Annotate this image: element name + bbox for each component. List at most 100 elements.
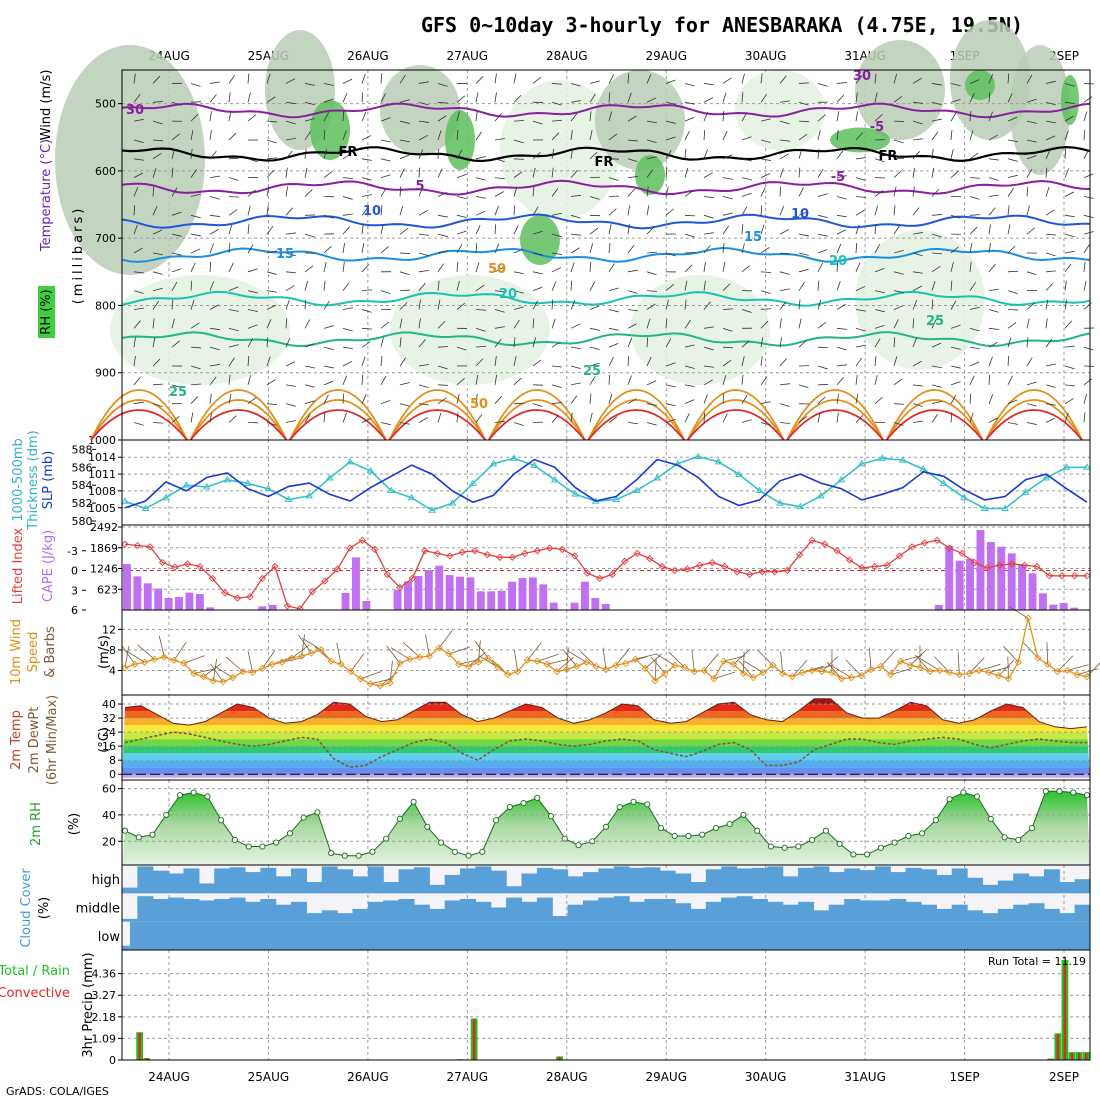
panel-background	[122, 950, 1090, 1060]
bottom-date-label: 1SEP	[950, 1070, 980, 1084]
wind-barb	[722, 77, 732, 84]
wind-barb	[931, 342, 942, 348]
y-tick-label: 1014	[88, 451, 116, 464]
wind-barb	[1007, 270, 1019, 273]
wind-barb	[912, 271, 923, 274]
cloud-cover-bar	[475, 901, 492, 922]
bl-isotherm-arc	[289, 409, 387, 441]
cloud-cover-bar	[905, 901, 922, 922]
temp-band	[122, 739, 1090, 747]
wind-barb	[190, 365, 201, 370]
bl-isotherm-arc	[587, 409, 685, 441]
bottom-date-label: 31AUG	[844, 1070, 886, 1084]
cape-bar	[934, 605, 943, 610]
wind-barb	[1045, 186, 1050, 197]
rh-point	[657, 825, 665, 832]
contour-label: 10	[363, 204, 381, 219]
wind-barb	[342, 361, 353, 367]
wind-barb	[475, 358, 484, 367]
wind-barb	[1064, 263, 1072, 273]
lifted-point	[621, 557, 629, 565]
wind-barb	[950, 300, 957, 310]
wind-barb	[817, 249, 828, 254]
contour-label: 10	[791, 207, 809, 222]
wind-barb	[684, 190, 694, 197]
wind-barb	[304, 413, 311, 423]
wind-barb	[551, 83, 562, 85]
wind-barb	[836, 243, 842, 254]
wind-barb	[741, 206, 748, 216]
contour-label: 30	[853, 69, 871, 84]
wind-barb	[285, 337, 291, 348]
wind-barb	[646, 403, 657, 406]
wind-barb	[418, 120, 429, 123]
wind-barb	[133, 139, 144, 144]
wind-barb	[1007, 399, 1018, 405]
wind-barb	[475, 414, 483, 423]
wind10-point	[631, 655, 640, 663]
wind-barb	[532, 286, 543, 292]
wind-barb	[361, 374, 364, 385]
wind10-barb	[868, 647, 872, 670]
wind10-point	[788, 672, 797, 681]
lifted-point	[721, 562, 729, 571]
wind10-barb	[635, 653, 657, 660]
wind-label: Wind (m/s)	[39, 70, 54, 141]
wind10-barb	[757, 649, 774, 666]
cloud-cover-bar	[306, 882, 323, 894]
wind-barb	[418, 339, 426, 348]
isotherm-line	[121, 331, 1091, 348]
wind10-point	[248, 668, 257, 677]
wind-barb	[304, 131, 311, 141]
wind-barb	[893, 170, 902, 178]
wind-barb	[418, 149, 424, 159]
wind-barb	[133, 172, 144, 178]
wind-barb	[475, 309, 487, 311]
wind-barb	[570, 300, 576, 310]
wind10-point	[209, 677, 217, 685]
wind10-point	[602, 665, 610, 674]
wind-barb	[399, 337, 402, 348]
cloud-cover-bar	[890, 899, 907, 922]
wind10-point	[514, 667, 522, 676]
wind-barb	[836, 150, 844, 160]
wind10-barb	[957, 652, 960, 675]
wind10-barb	[214, 665, 234, 678]
wind-barb	[228, 177, 239, 181]
bl-isotherm-arc	[388, 399, 487, 441]
wind-barb	[684, 299, 687, 310]
wind-barb	[703, 301, 711, 310]
lifted-point	[1083, 572, 1091, 580]
lifted-point	[433, 549, 441, 558]
wind-barb	[627, 375, 632, 385]
wind-barb	[209, 94, 217, 103]
wind-barb	[190, 346, 202, 349]
rh-shading	[635, 155, 665, 195]
wind-barb	[722, 308, 734, 310]
wind-barb	[817, 396, 826, 404]
wind-barb	[570, 100, 581, 103]
wind-barb	[323, 214, 334, 219]
temp-label-4: (°C)	[97, 727, 112, 753]
wind-barb	[532, 337, 537, 348]
wind-barb	[608, 224, 612, 235]
thickness-point	[1062, 463, 1071, 470]
wind-barb	[760, 224, 765, 235]
wind10-barb	[537, 653, 559, 662]
y-tick-label: 8	[109, 644, 116, 657]
cloud-cover-bar	[183, 868, 200, 894]
wind-barb	[608, 208, 617, 216]
lifted-tick-label: -3	[67, 545, 78, 558]
wind-barb	[1026, 186, 1029, 197]
wind-barb	[513, 377, 522, 386]
wind-barb	[1064, 83, 1075, 87]
cloud-cover-bar	[567, 904, 584, 922]
millibars-label: (millibars)	[71, 206, 86, 305]
wind-barb	[152, 318, 155, 329]
wind-barb	[304, 101, 315, 106]
temp-label-3: (6hr Min/Max)	[45, 695, 60, 785]
wind-barb	[285, 384, 296, 387]
wind-barb	[1026, 205, 1030, 216]
cloud-cover-bar	[429, 884, 446, 894]
wind-barb	[570, 382, 581, 386]
